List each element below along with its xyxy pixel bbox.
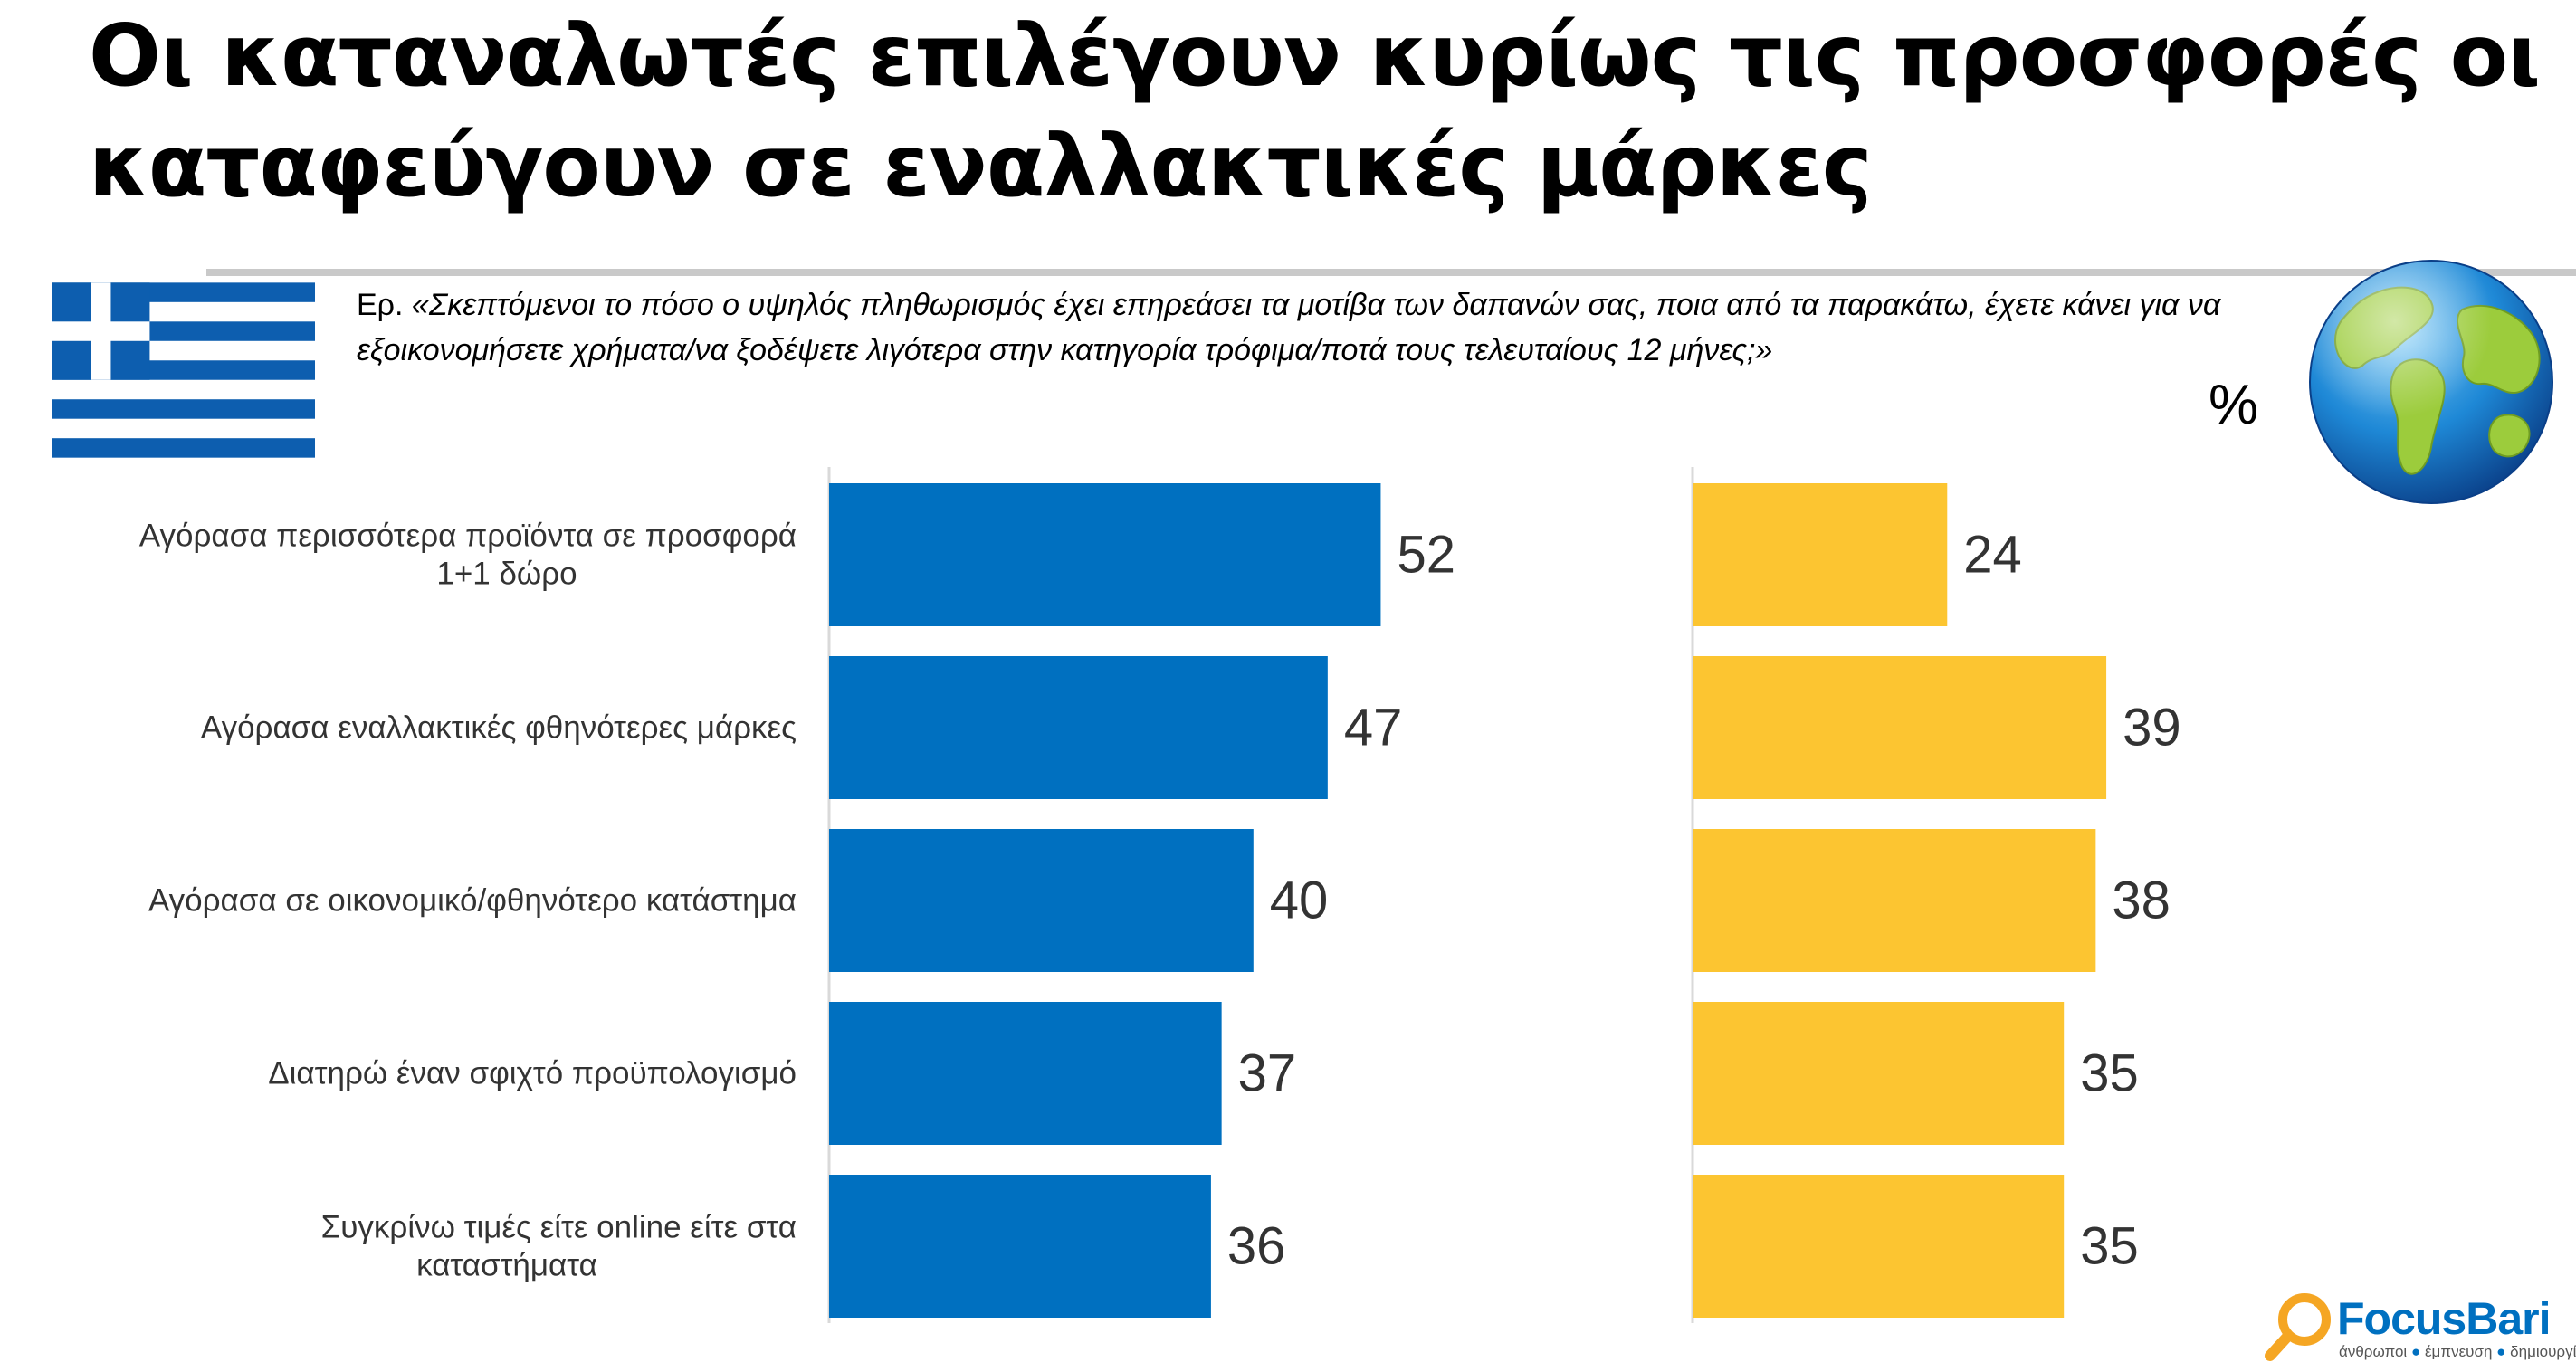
data-label: 35: [2080, 1217, 2139, 1276]
bar: [829, 829, 1254, 972]
data-label: 24: [1963, 526, 2022, 585]
logo-tag-3: δημιουργία: [2510, 1343, 2576, 1360]
logo-tagline: άνθρωποι ● έμπνευση ● δημιουργία: [2339, 1343, 2576, 1361]
magnifier-icon: [2265, 1293, 2331, 1361]
bar: [1693, 1175, 2065, 1318]
bar: [829, 483, 1381, 626]
data-label: 47: [1344, 699, 1403, 757]
logo-wordmark: FocusBari: [2337, 1293, 2552, 1344]
data-label: 52: [1397, 526, 1455, 585]
bar: [1693, 656, 2107, 799]
category-label: Συγκρίνω τιμές είτε online είτε στα: [321, 1210, 797, 1245]
category-label: Αγόρασα εναλλακτικές φθηνότερες μάρκες: [201, 710, 797, 746]
category-label: καταστήματα: [416, 1248, 597, 1283]
bar: [1693, 483, 1948, 626]
bar: [1693, 829, 2096, 972]
greece-flag-icon: [52, 282, 315, 458]
data-label: 35: [2080, 1044, 2139, 1103]
bar: [829, 1002, 1222, 1145]
logo-tag-2: έμπνευση: [2424, 1343, 2493, 1360]
percent-unit-label: %: [2209, 374, 2259, 436]
category-label: Αγόρασα περισσότερα προϊόντα σε προσφορά: [139, 519, 797, 554]
bar: [829, 656, 1328, 799]
data-label: 38: [2112, 872, 2171, 930]
focusbari-logo: FocusBari άνθρωποι ● έμπνευση ● δημιουργ…: [2263, 1293, 2576, 1367]
question-text: «Σκεπτόμενοι το πόσο ο υψηλός πληθωρισμό…: [357, 288, 2221, 367]
bar: [1693, 1002, 2065, 1145]
category-label: Αγόρασα σε οικονομικό/φθηνότερο κατάστημ…: [148, 883, 797, 919]
data-label: 39: [2123, 699, 2181, 757]
header-divider: [206, 269, 2576, 276]
globe-icon: [2309, 260, 2553, 504]
data-label: 36: [1227, 1217, 1286, 1276]
data-label: 37: [1238, 1044, 1297, 1103]
category-label: Διατηρώ έναν σφιχτό προϋπολογισμό: [268, 1056, 797, 1091]
title-line-2: καταφεύγουν σε εναλλακτικές μάρκες: [89, 118, 1873, 216]
survey-question: Ερ. «Σκεπτόμενοι το πόσο ο υψηλός πληθωρ…: [357, 282, 2275, 373]
title-line-1: Οι καταναλωτές επιλέγουν κυρίως τις προσ…: [89, 7, 2541, 106]
logo-tag-1: άνθρωποι: [2339, 1343, 2408, 1360]
question-prefix: Ερ.: [357, 288, 412, 322]
page-title: Οι καταναλωτές επιλέγουν κυρίως τις προσ…: [89, 2, 2541, 223]
bar: [829, 1175, 1211, 1318]
data-label: 40: [1270, 872, 1329, 930]
category-label: 1+1 δώρο: [436, 557, 577, 592]
